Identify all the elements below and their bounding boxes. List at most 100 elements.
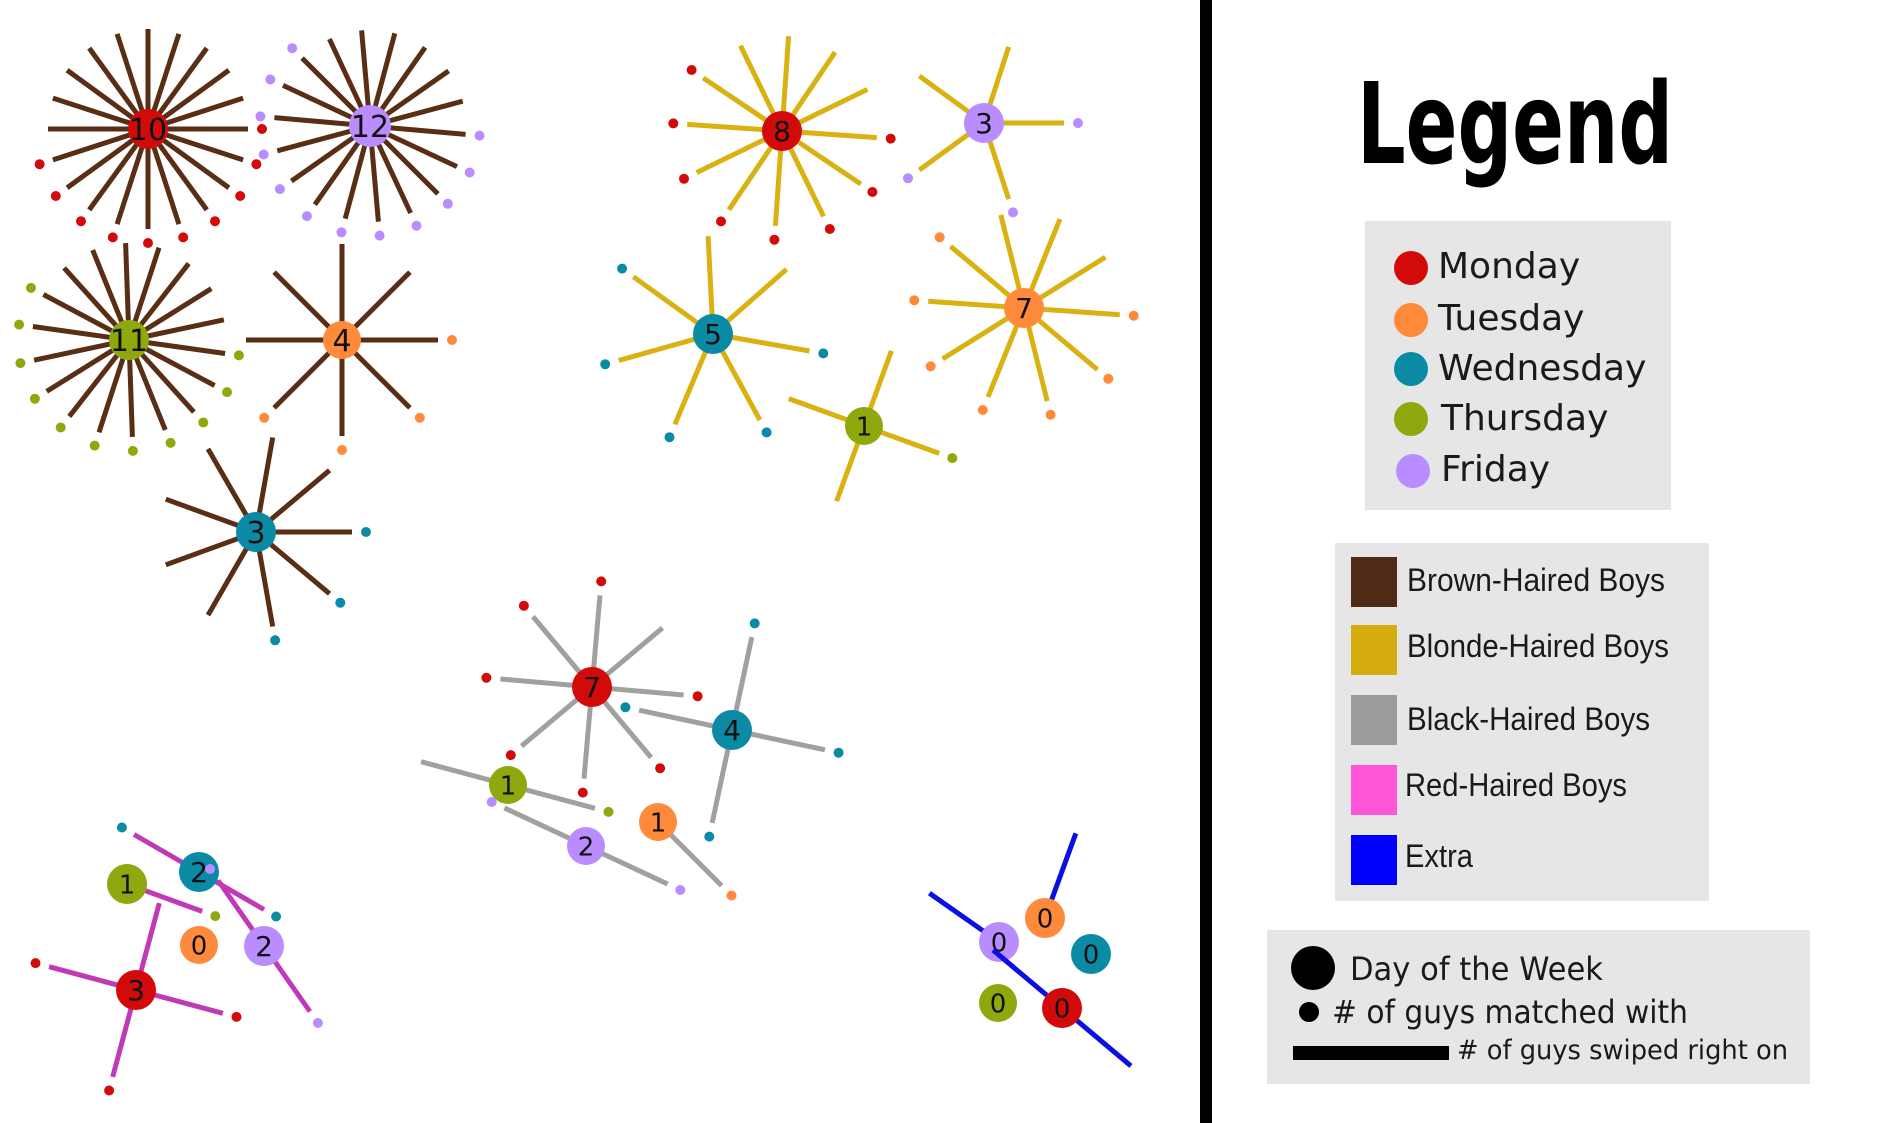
match-dot bbox=[603, 806, 614, 817]
group-black-haired-boys: 7 4 1 2 1 bbox=[420, 576, 844, 901]
match-dot bbox=[925, 361, 936, 372]
matched-count-label: 12 bbox=[351, 110, 389, 145]
matched-count-label: 0 bbox=[990, 989, 1007, 1019]
legend-item-blonde-haired: Blonde-Haired Boys bbox=[1351, 625, 1669, 675]
match-dot bbox=[165, 437, 176, 448]
match-dot bbox=[104, 1085, 115, 1096]
day-circle bbox=[180, 926, 218, 964]
legend-label-monday: Monday bbox=[1438, 246, 1580, 287]
key-large-circle bbox=[1291, 946, 1335, 990]
node-red-haired-boys-monday: 3 bbox=[30, 902, 242, 1096]
match-dot bbox=[769, 234, 780, 245]
matched-count-label: 10 bbox=[129, 113, 167, 148]
group-blonde-haired-boys: 8 3 5 7 1 bbox=[600, 36, 1139, 503]
day-circle bbox=[762, 111, 802, 151]
legend-item-wednesday: Wednesday bbox=[1394, 348, 1646, 389]
legend-label-brown-haired: Brown-Haired Boys bbox=[1407, 562, 1665, 598]
match-dot bbox=[76, 216, 86, 227]
match-dot bbox=[679, 173, 689, 184]
match-dot bbox=[668, 118, 679, 129]
day-circle bbox=[236, 512, 276, 552]
legend-label-extra: Extra bbox=[1405, 838, 1473, 874]
day-circle bbox=[979, 922, 1019, 962]
day-circle bbox=[712, 710, 752, 750]
hair-legend-box: Brown-Haired Boys Blonde-Haired Boys Bla… bbox=[1335, 543, 1709, 901]
match-dot bbox=[231, 1011, 242, 1022]
matched-count-label: 3 bbox=[246, 516, 265, 551]
matched-count-label: 0 bbox=[191, 931, 208, 961]
matched-count-label: 7 bbox=[1015, 292, 1033, 325]
match-dot bbox=[55, 422, 66, 433]
match-dot bbox=[205, 864, 216, 874]
group-brown-haired-boys: 10 12 11 4 3 bbox=[14, 29, 485, 646]
day-circle bbox=[567, 827, 605, 865]
match-dot bbox=[374, 230, 385, 241]
match-dot bbox=[867, 187, 878, 197]
match-dot bbox=[1045, 409, 1056, 420]
match-dot bbox=[127, 445, 138, 456]
match-dot bbox=[265, 74, 276, 85]
matched-count-label: 2 bbox=[255, 930, 273, 963]
match-dot bbox=[464, 167, 475, 178]
match-dot bbox=[274, 184, 285, 195]
day-circle bbox=[244, 926, 284, 966]
node-extra-wednesday: 0 bbox=[1071, 934, 1111, 974]
match-dot bbox=[258, 149, 269, 160]
thursday-swatch bbox=[1394, 402, 1428, 436]
match-dot bbox=[414, 412, 425, 423]
node-extra-tuesday: 0 bbox=[1025, 832, 1079, 938]
day-circle bbox=[1071, 934, 1111, 974]
match-dot bbox=[50, 191, 61, 201]
node-red-haired-boys-friday: 2 bbox=[205, 864, 323, 1028]
match-dot bbox=[301, 211, 312, 222]
match-dot bbox=[692, 691, 703, 702]
node-blonde-haired-boys-friday: 3 bbox=[903, 46, 1083, 218]
legend-label-wednesday: Wednesday bbox=[1438, 348, 1646, 389]
node-extra-thursday: 0 bbox=[979, 984, 1017, 1022]
red-hair-swatch bbox=[1351, 765, 1397, 815]
match-dot bbox=[947, 453, 958, 464]
node-black-haired-boys-thursday: 1 bbox=[420, 759, 614, 817]
day-legend-box: Monday Tuesday Wednesday Thursday Friday bbox=[1365, 221, 1671, 510]
match-dot bbox=[664, 432, 675, 443]
tuesday-swatch bbox=[1394, 303, 1428, 337]
match-dot bbox=[14, 319, 25, 330]
legend-label-friday: Friday bbox=[1441, 449, 1550, 490]
match-dot bbox=[474, 130, 485, 141]
matched-count-label: 3 bbox=[127, 974, 145, 1007]
black-hair-swatch bbox=[1351, 695, 1397, 745]
legend-item-tuesday: Tuesday bbox=[1394, 298, 1584, 339]
legend-item-extra: Extra bbox=[1351, 835, 1473, 885]
match-dot bbox=[481, 672, 492, 683]
legend-title: Legend bbox=[1357, 60, 1673, 190]
day-circle bbox=[109, 320, 149, 360]
wednesday-swatch bbox=[1394, 352, 1428, 386]
match-dot bbox=[210, 216, 220, 227]
key-dot-label: # of guys matched with bbox=[1332, 993, 1688, 1031]
matched-count-label: 11 bbox=[110, 324, 148, 359]
node-black-haired-boys-tuesday: 1 bbox=[639, 803, 737, 901]
key-line-label: # of guys swiped right on bbox=[1457, 1035, 1788, 1066]
match-dot bbox=[335, 597, 346, 608]
matched-count-label: 0 bbox=[1083, 940, 1100, 970]
matched-count-label: 2 bbox=[190, 856, 208, 889]
match-dot bbox=[210, 911, 221, 922]
match-dot bbox=[198, 417, 209, 428]
node-brown-haired-boys-tuesday: 4 bbox=[246, 244, 457, 455]
day-circle bbox=[489, 766, 527, 804]
match-dot bbox=[287, 43, 298, 54]
match-dot bbox=[486, 797, 497, 807]
matched-count-label: 2 bbox=[578, 832, 595, 862]
matched-count-label: 3 bbox=[975, 107, 993, 140]
node-blonde-haired-boys-wednesday: 5 bbox=[600, 235, 829, 443]
match-dot bbox=[270, 635, 281, 646]
match-dot bbox=[934, 232, 945, 243]
match-dot bbox=[716, 216, 726, 227]
matched-count-label: 8 bbox=[773, 115, 791, 148]
matched-count-label: 4 bbox=[332, 324, 351, 359]
match-dot bbox=[30, 958, 41, 969]
match-dot bbox=[411, 220, 422, 231]
matched-count-label: 5 bbox=[704, 318, 722, 351]
matched-count-label: 1 bbox=[856, 412, 873, 442]
